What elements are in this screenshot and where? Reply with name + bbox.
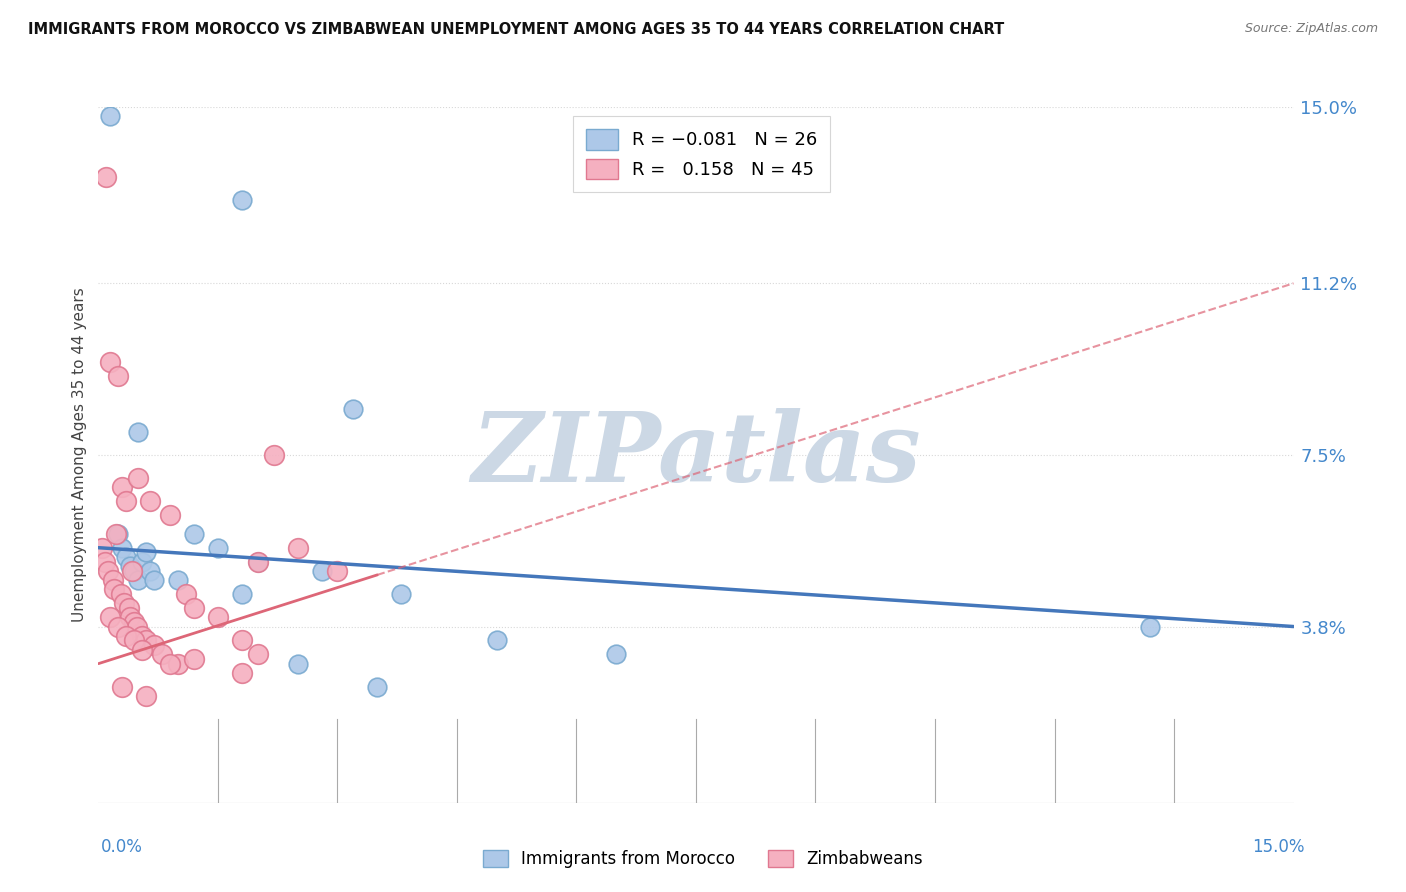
Point xyxy=(231,587,253,601)
Point xyxy=(174,587,197,601)
Text: 15.0%: 15.0% xyxy=(1253,838,1305,856)
Text: 0.0%: 0.0% xyxy=(101,838,143,856)
Point xyxy=(98,355,122,369)
Point xyxy=(183,601,205,615)
Point xyxy=(115,494,138,508)
Point xyxy=(111,680,134,694)
Point xyxy=(97,564,120,578)
Point xyxy=(112,596,135,610)
Point xyxy=(131,555,153,569)
Point xyxy=(167,573,190,587)
Point xyxy=(183,652,205,666)
Legend: R = −0.081   N = 26, R =   0.158   N = 45: R = −0.081 N = 26, R = 0.158 N = 45 xyxy=(572,116,831,192)
Legend: Immigrants from Morocco, Zimbabweans: Immigrants from Morocco, Zimbabweans xyxy=(477,843,929,875)
Point xyxy=(167,657,190,671)
Point xyxy=(101,573,124,587)
Point xyxy=(150,648,173,662)
Point xyxy=(120,610,142,624)
Point xyxy=(263,448,285,462)
Text: IMMIGRANTS FROM MOROCCO VS ZIMBABWEAN UNEMPLOYMENT AMONG AGES 35 TO 44 YEARS COR: IMMIGRANTS FROM MOROCCO VS ZIMBABWEAN UN… xyxy=(28,22,1004,37)
Point xyxy=(107,526,129,541)
Point xyxy=(389,587,412,601)
Point xyxy=(121,564,143,578)
Point xyxy=(287,657,309,671)
Point xyxy=(94,555,117,569)
Point xyxy=(139,494,162,508)
Point xyxy=(183,526,205,541)
Point xyxy=(135,633,157,648)
Point xyxy=(98,109,122,123)
Point xyxy=(127,471,149,485)
Y-axis label: Unemployment Among Ages 35 to 44 years: Unemployment Among Ages 35 to 44 years xyxy=(72,287,87,623)
Point xyxy=(131,642,153,657)
Point xyxy=(1139,619,1161,633)
Text: ZIPatlas: ZIPatlas xyxy=(471,408,921,502)
Point xyxy=(111,480,134,494)
Point xyxy=(143,573,166,587)
Point xyxy=(124,564,146,578)
Point xyxy=(107,619,129,633)
Point xyxy=(115,629,138,643)
Point xyxy=(231,633,253,648)
Point xyxy=(231,193,253,207)
Point xyxy=(246,555,269,569)
Point xyxy=(311,564,333,578)
Point xyxy=(107,369,129,384)
Point xyxy=(246,555,269,569)
Point xyxy=(98,610,122,624)
Point xyxy=(326,564,349,578)
Point xyxy=(110,587,132,601)
Point xyxy=(127,573,149,587)
Point xyxy=(135,545,157,559)
Point xyxy=(120,559,142,574)
Point xyxy=(159,657,181,671)
Point xyxy=(207,610,229,624)
Point xyxy=(103,582,125,597)
Point xyxy=(104,526,127,541)
Point xyxy=(342,401,364,416)
Point xyxy=(96,169,118,184)
Point xyxy=(143,638,166,652)
Point xyxy=(207,541,229,555)
Point xyxy=(111,541,134,555)
Point xyxy=(135,689,157,703)
Point xyxy=(605,648,627,662)
Point xyxy=(366,680,388,694)
Point xyxy=(139,564,162,578)
Point xyxy=(159,508,181,523)
Point xyxy=(124,633,146,648)
Point xyxy=(246,648,269,662)
Point xyxy=(131,629,153,643)
Point xyxy=(127,425,149,439)
Point xyxy=(485,633,508,648)
Point xyxy=(124,615,146,629)
Point xyxy=(231,665,253,680)
Point xyxy=(125,619,148,633)
Point xyxy=(115,549,138,564)
Point xyxy=(287,541,309,555)
Point xyxy=(91,541,114,555)
Point xyxy=(118,601,141,615)
Text: Source: ZipAtlas.com: Source: ZipAtlas.com xyxy=(1244,22,1378,36)
